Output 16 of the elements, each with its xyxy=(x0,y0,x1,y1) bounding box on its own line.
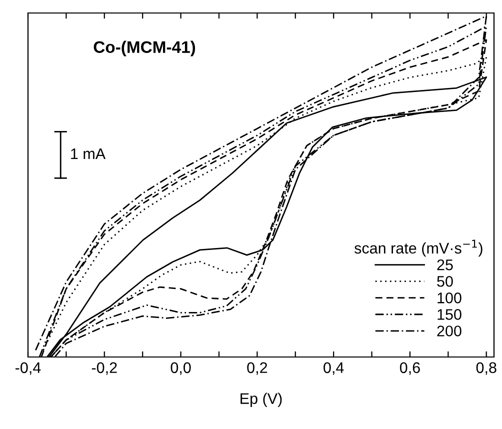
x-tick-label: -0,4 xyxy=(16,362,41,375)
x-axis-title: Ep (V) xyxy=(240,392,282,408)
x-tick-label: -0,2 xyxy=(92,362,117,375)
annotation: 1 mA xyxy=(71,148,106,160)
legend-label: 100 xyxy=(438,292,462,304)
legend-label: 50 xyxy=(437,276,453,287)
x-tick-label: 0,0 xyxy=(170,362,191,375)
legend-title: scan rate (mV·s$^{−1}$) xyxy=(354,240,482,257)
legend-label: 200 xyxy=(437,326,462,336)
x-tick-label: 0,8 xyxy=(476,362,496,375)
x-tick-label: 0,4 xyxy=(324,362,344,375)
legend-label: 150 xyxy=(438,309,462,320)
legend-label: 25 xyxy=(437,259,453,270)
text: Co-(MCM-41) xyxy=(94,40,196,56)
x-tick-label: 0,6 xyxy=(400,362,420,375)
x-tick-label: 0,2 xyxy=(247,362,268,375)
